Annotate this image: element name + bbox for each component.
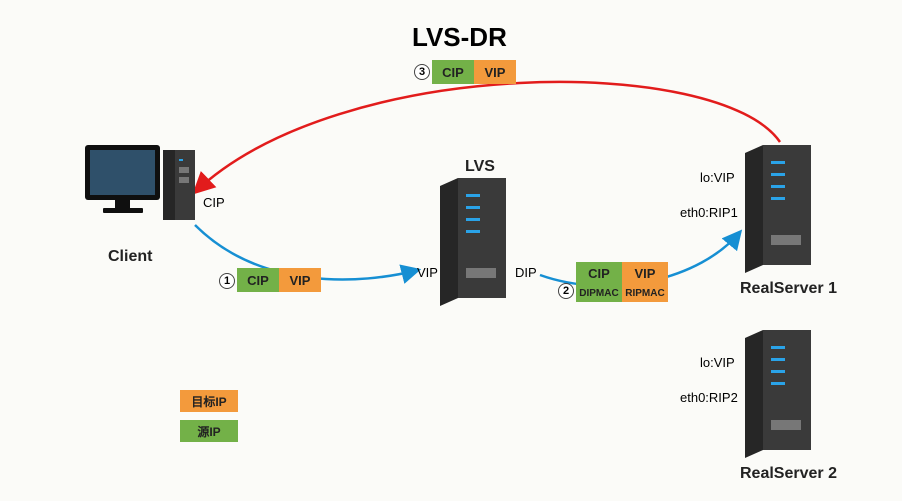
lvs-server-icon (440, 178, 518, 308)
packet2-dst-mac-box: RIPMAC (622, 284, 668, 302)
lvs-caption: LVS (465, 158, 495, 176)
diagram-canvas: LVS-DR Client CIP (0, 0, 902, 501)
packet1-src-box: CIP (237, 268, 279, 292)
packet3-src-box: CIP (432, 60, 474, 84)
legend-src-box: 源IP (180, 420, 238, 442)
rs2-eth-label: eth0:RIP2 (680, 390, 738, 405)
realserver1-icon (745, 145, 823, 275)
client-icon (85, 145, 195, 245)
rs1-caption: RealServer 1 (740, 280, 837, 298)
lvs-vip-label: VIP (417, 265, 438, 280)
packet1-dst-box: VIP (279, 268, 321, 292)
packet2-number: 2 (558, 283, 574, 299)
legend-dst-box: 目标IP (180, 390, 238, 412)
rs2-lo-label: lo:VIP (700, 355, 735, 370)
packet2-src-mac-box: DIPMAC (576, 284, 622, 302)
rs1-lo-label: lo:VIP (700, 170, 735, 185)
packet2-dst-ip-box: VIP (622, 262, 668, 284)
packet3-number: 3 (414, 64, 430, 80)
packet3-dst-box: VIP (474, 60, 516, 84)
packet1-number: 1 (219, 273, 235, 289)
lvs-dip-label: DIP (515, 265, 537, 280)
client-port-label: CIP (203, 195, 225, 210)
packet2-src-ip-box: CIP (576, 262, 622, 284)
rs1-eth-label: eth0:RIP1 (680, 205, 738, 220)
realserver2-icon (745, 330, 823, 460)
diagram-title: LVS-DR (412, 22, 507, 53)
client-caption: Client (108, 248, 152, 266)
rs2-caption: RealServer 2 (740, 465, 837, 483)
